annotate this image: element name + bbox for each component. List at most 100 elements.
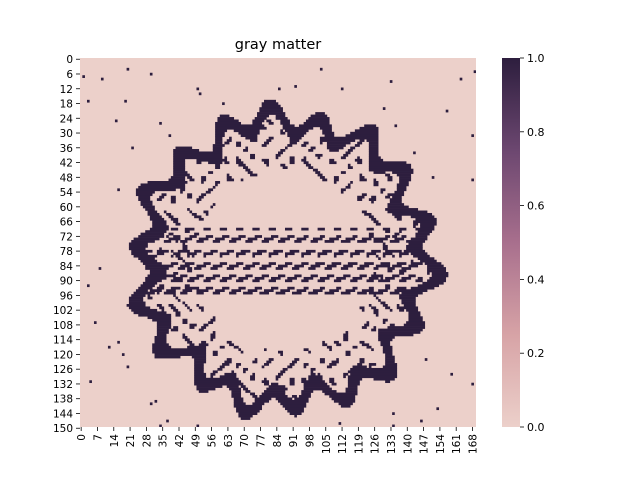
heatmap-cell-run xyxy=(154,353,207,356)
heatmap-cell-run xyxy=(198,217,204,221)
heatmap-cell-run xyxy=(317,173,323,177)
heatmap-cell-run xyxy=(131,294,146,297)
heatmap-cell-run xyxy=(373,220,379,224)
heatmap-cell-run xyxy=(415,227,435,231)
heatmap-cell-run xyxy=(166,289,176,292)
heatmap-cell-run xyxy=(180,274,188,278)
heatmap-cell-run xyxy=(317,372,321,376)
heatmap-cell-run xyxy=(86,99,90,103)
heatmap-cell-run xyxy=(180,190,183,194)
heatmap-cell-run xyxy=(264,289,274,292)
heatmap-cell-run xyxy=(364,323,370,327)
heatmap-cell-run xyxy=(345,331,349,334)
heatmap-cell-run xyxy=(291,395,297,398)
heatmap-cell-run xyxy=(187,306,190,310)
heatmap-cell-run xyxy=(375,296,379,300)
heatmap-cell-run xyxy=(196,264,207,268)
heatmap-cell-run xyxy=(191,355,207,359)
heatmap-cell-run xyxy=(382,318,388,322)
heatmap-cell-run xyxy=(284,252,295,256)
heatmap-cell-run xyxy=(226,173,230,177)
x-tick-label: 168 xyxy=(468,434,480,454)
heatmap-cell-run xyxy=(161,308,165,312)
heatmap-cell-run xyxy=(180,264,190,268)
heatmap-cell-run xyxy=(329,149,339,152)
heatmap-cell-run xyxy=(173,326,179,329)
heatmap-cell-run xyxy=(233,399,244,403)
heatmap-cell-run xyxy=(401,291,423,295)
heatmap-cell-run xyxy=(345,289,356,292)
heatmap-cell-run xyxy=(219,279,228,283)
heatmap-cell-run xyxy=(387,176,393,179)
heatmap-cell-run xyxy=(252,227,260,231)
heatmap-cell-run xyxy=(347,377,363,381)
heatmap-cell-run xyxy=(156,323,172,327)
heatmap-cell-run xyxy=(166,235,169,238)
heatmap-cell-run xyxy=(266,387,288,391)
heatmap-cell-run xyxy=(278,87,281,91)
heatmap-cell-run xyxy=(126,365,130,369)
heatmap-cell-run xyxy=(168,215,174,219)
heatmap-cell-run xyxy=(145,208,155,211)
heatmap-cell-run xyxy=(303,235,309,238)
y-tick-label: 66 xyxy=(60,217,74,229)
heatmap-cell-run xyxy=(331,360,339,364)
heatmap-cell-run xyxy=(266,119,272,123)
heatmap-cell-run xyxy=(212,149,223,152)
heatmap-cell-run xyxy=(245,136,258,140)
heatmap-cell-run xyxy=(182,244,188,248)
heatmap-cell-run xyxy=(280,131,286,135)
heatmap-cell-run xyxy=(198,195,204,199)
heatmap-cell-run xyxy=(340,267,349,270)
heatmap-cell-run xyxy=(187,254,190,258)
heatmap-cell-run xyxy=(385,208,419,211)
heatmap-cell-run xyxy=(350,252,360,256)
heatmap-cell-run xyxy=(142,262,162,265)
heatmap-cell-run xyxy=(252,395,258,398)
heatmap-cell-run xyxy=(359,264,370,268)
heatmap-cell-run xyxy=(131,146,134,150)
heatmap-cell-run xyxy=(210,335,216,339)
heatmap-cell-run xyxy=(347,183,351,187)
heatmap-cell-run xyxy=(138,185,186,189)
plot-area xyxy=(80,58,476,427)
heatmap-cell-run xyxy=(345,350,351,354)
heatmap-cell-run xyxy=(240,249,251,253)
heatmap-cell-run xyxy=(184,230,190,233)
heatmap-cell-run xyxy=(278,151,283,155)
heatmap-cell-run xyxy=(471,134,474,138)
heatmap-cell-run xyxy=(382,107,386,110)
heatmap-cell-run xyxy=(371,348,374,352)
heatmap-cell-run xyxy=(378,333,414,337)
heatmap-cell-run xyxy=(224,372,237,376)
heatmap-cell-run xyxy=(354,144,360,147)
heatmap-cell-run xyxy=(389,200,402,204)
heatmap-cell-run xyxy=(152,348,207,352)
heatmap-cell-run xyxy=(173,168,186,172)
heatmap-cell-run xyxy=(396,306,419,310)
colorbar-tick-label: 0.8 xyxy=(527,126,545,139)
heatmap-cell-run xyxy=(128,296,144,300)
heatmap-cell-run xyxy=(420,222,437,226)
heatmap-cell-run xyxy=(291,291,302,295)
heatmap-cell-run xyxy=(131,240,155,243)
heatmap-cell-run xyxy=(194,367,204,371)
heatmap-cell-run xyxy=(152,343,169,347)
heatmap-cell-run xyxy=(329,158,335,162)
heatmap-cell-run xyxy=(271,235,279,238)
heatmap-cell-run xyxy=(361,308,365,312)
heatmap-cell-run xyxy=(264,382,269,386)
heatmap-cell-run xyxy=(257,249,267,253)
heatmap-cell-run xyxy=(401,299,416,302)
heatmap-cell-run xyxy=(413,220,437,224)
heatmap-cell-run xyxy=(366,252,377,256)
heatmap-cell-run xyxy=(410,262,423,265)
heatmap-cell-run xyxy=(415,235,428,238)
heatmap-cell-run xyxy=(156,252,165,256)
heatmap-cell-run xyxy=(236,141,242,145)
heatmap-cell-run xyxy=(107,345,111,349)
heatmap-cell-run xyxy=(287,276,297,280)
heatmap-cell-run xyxy=(392,264,402,268)
heatmap-cell-run xyxy=(152,220,167,224)
